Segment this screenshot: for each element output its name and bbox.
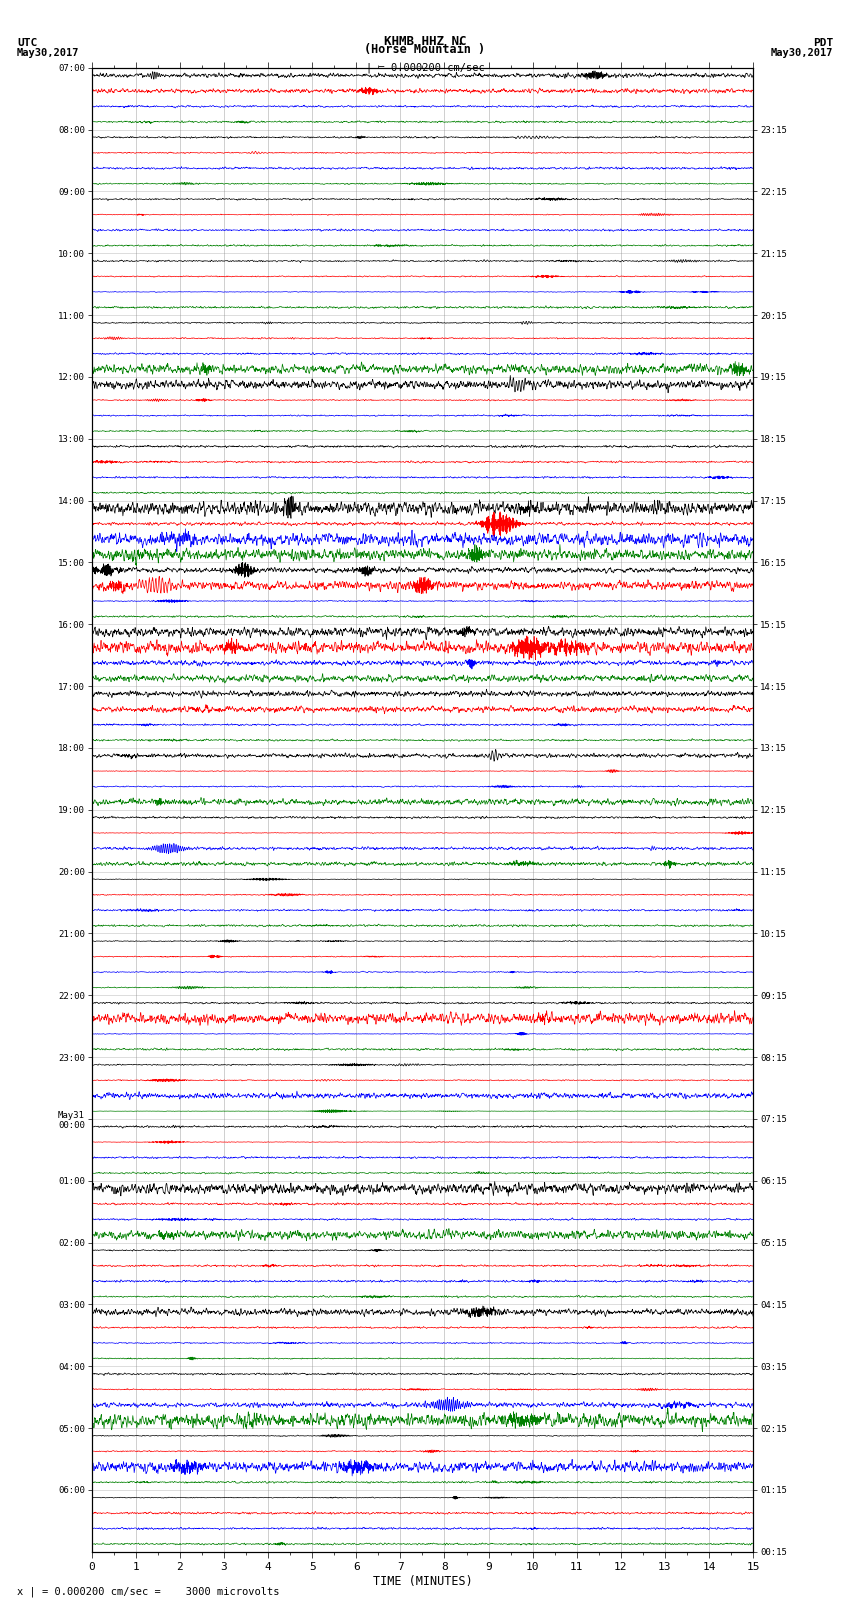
Text: May30,2017: May30,2017 bbox=[17, 48, 80, 58]
X-axis label: TIME (MINUTES): TIME (MINUTES) bbox=[372, 1574, 473, 1587]
Text: UTC: UTC bbox=[17, 39, 37, 48]
Text: May30,2017: May30,2017 bbox=[770, 48, 833, 58]
Text: x | = 0.000200 cm/sec =    3000 microvolts: x | = 0.000200 cm/sec = 3000 microvolts bbox=[17, 1586, 280, 1597]
Text: (Horse Mountain ): (Horse Mountain ) bbox=[365, 44, 485, 56]
Text: | = 0.000200 cm/sec: | = 0.000200 cm/sec bbox=[366, 61, 484, 73]
Text: KHMB HHZ NC: KHMB HHZ NC bbox=[383, 35, 467, 48]
Text: PDT: PDT bbox=[813, 39, 833, 48]
